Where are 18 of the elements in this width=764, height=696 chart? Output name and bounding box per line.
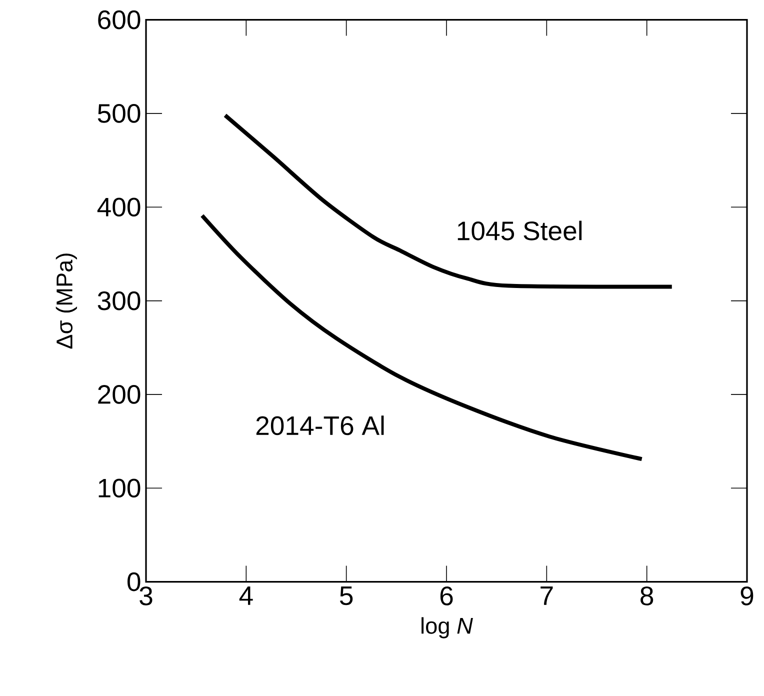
y-tick-label: 100 (98, 478, 140, 498)
x-tick-label: 5 (340, 586, 353, 606)
x-axis-title: log N (422, 617, 473, 638)
y-axis-title: Δσ (MPa) (56, 254, 77, 349)
y-tick-label: 500 (98, 104, 140, 123)
y-tick-label: 300 (98, 291, 140, 310)
y-tick-label: 400 (97, 198, 140, 217)
series-label: 2014-T6 Al (256, 416, 384, 436)
y-tick-label: 600 (98, 10, 140, 30)
x-tick-label: 3 (140, 586, 152, 606)
x-tick-label: 8 (640, 586, 654, 606)
x-tick-label: 4 (239, 586, 253, 605)
series-label: 1045 Steel (458, 220, 582, 240)
y-tick-label: 200 (98, 385, 140, 404)
x-tick-label: 9 (740, 586, 754, 606)
x-tick-label: 6 (440, 586, 453, 606)
x-tick-label: 7 (540, 586, 553, 605)
y-tick-label: 0 (128, 572, 140, 592)
